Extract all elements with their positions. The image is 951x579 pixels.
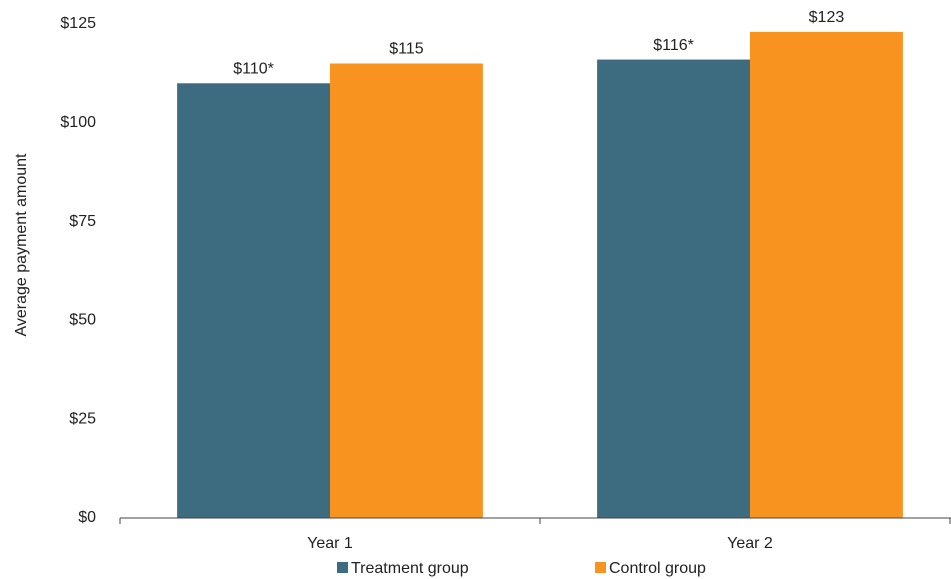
y-tick-label: $0 [78, 509, 96, 526]
x-tick-label: Year 2 [727, 535, 773, 552]
bar [330, 63, 483, 519]
value-label: $123 [809, 9, 845, 26]
value-label: $115 [389, 41, 424, 58]
legend-label: Control group [609, 560, 706, 577]
value-label: $110* [233, 60, 274, 77]
legend-label: Treatment group [351, 560, 469, 577]
bar [177, 83, 330, 518]
x-tick-label: Year 1 [307, 535, 353, 552]
y-tick-label: $25 [69, 410, 96, 427]
legend-swatch [337, 562, 348, 573]
value-label: $116* [653, 37, 694, 54]
y-axis-label: Average payment amount [13, 153, 30, 336]
y-tick-label: $100 [60, 114, 96, 131]
y-tick-label: $50 [69, 312, 96, 329]
legend-swatch [595, 562, 606, 573]
bar [750, 31, 903, 519]
y-tick-label: $75 [69, 213, 96, 230]
bar [597, 59, 750, 519]
y-tick-label: $125 [60, 15, 96, 32]
